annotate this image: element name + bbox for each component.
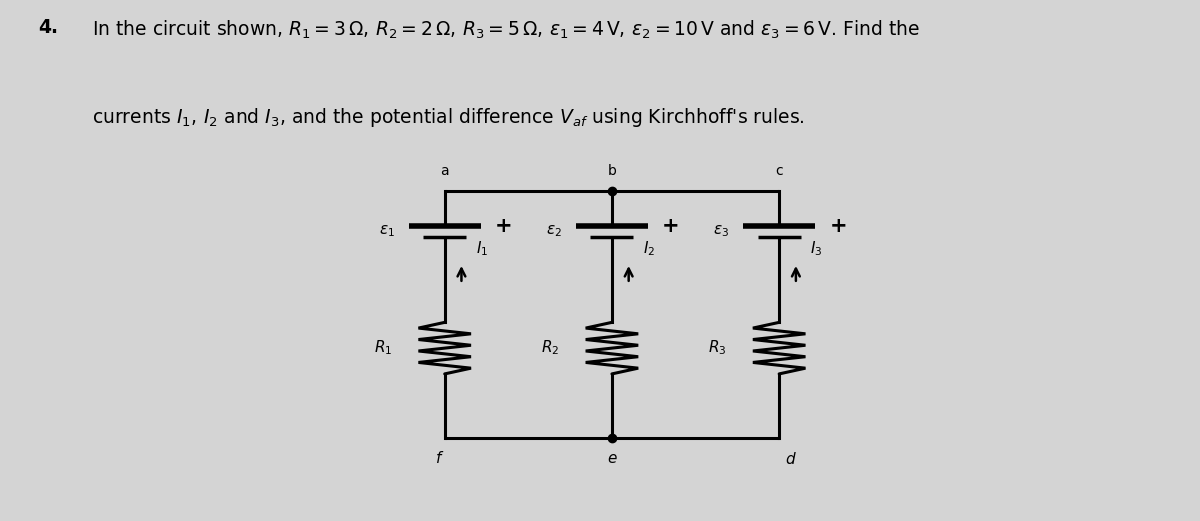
Text: $R_3$: $R_3$ (708, 339, 727, 357)
Text: $I_3$: $I_3$ (810, 239, 822, 258)
Text: $I_1$: $I_1$ (475, 239, 488, 258)
Text: 4.: 4. (38, 18, 59, 37)
Text: a: a (440, 164, 449, 178)
Text: $\varepsilon_1$: $\varepsilon_1$ (378, 224, 395, 240)
Text: $R_2$: $R_2$ (541, 339, 559, 357)
Text: +: + (494, 216, 512, 236)
Text: e: e (607, 451, 617, 466)
Text: +: + (829, 216, 847, 236)
Text: +: + (662, 216, 679, 236)
Text: $\varepsilon_3$: $\varepsilon_3$ (713, 224, 730, 240)
Text: $I_2$: $I_2$ (643, 239, 655, 258)
Text: $R_1$: $R_1$ (374, 339, 392, 357)
Text: $d$: $d$ (785, 451, 797, 467)
Text: c: c (775, 164, 782, 178)
Text: $\varepsilon_2$: $\varepsilon_2$ (546, 224, 562, 240)
Text: f: f (436, 451, 442, 466)
Text: currents $I_1,\,I_2$ and $I_3$, and the potential difference $V_{af}$ using Kirc: currents $I_1,\,I_2$ and $I_3$, and the … (92, 106, 805, 129)
Text: In the circuit shown, $R_1 = 3\,\Omega,\,R_2 = 2\,\Omega,\,R_3 = 5\,\Omega,\,\va: In the circuit shown, $R_1 = 3\,\Omega,\… (92, 18, 920, 41)
Text: b: b (607, 164, 617, 178)
